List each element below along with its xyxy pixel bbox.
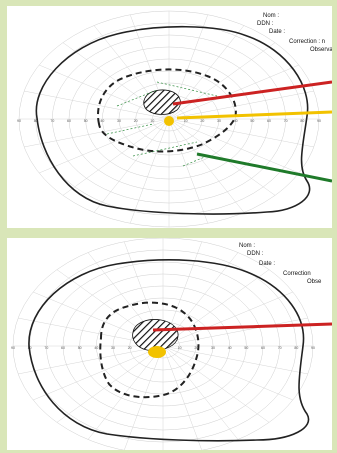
label-name-wrap: Nom : [239,242,255,250]
grid-spoke [168,118,276,196]
scale-labels: 90 80 70 60 50 40 30 20 10 10 20 30 40 50 60 70 80 90 [17,119,321,123]
hatched-scotoma [132,319,179,351]
scale-label: 90 [317,119,321,123]
scale-label: 30 [111,346,115,350]
label-observation: Observa [310,47,332,53]
grid-spoke [24,90,170,120]
grid-spoke [62,118,170,196]
label-correction: Correction : n [289,39,326,45]
grid-spoke [168,118,314,148]
scale-label: 50 [244,346,248,350]
label-date-wrap: Date : [269,28,285,36]
scale-label: 30 [211,346,215,350]
grid-spoke [162,345,202,450]
grid-spoke [93,118,170,213]
pointer-yellow [176,110,332,120]
grid-spoke [162,345,293,401]
polar-grid [12,238,314,450]
label-date: Date : [259,261,276,267]
blind-spot-marker [148,346,166,358]
pointer-red [152,322,332,332]
grid-spoke [168,64,299,120]
scale-label: 60 [67,119,71,123]
label-correction: Correction [283,271,311,277]
scale-label: 20 [134,119,138,123]
label-dob: DDN : [257,21,274,27]
label-date-wrap: Date : [259,260,275,268]
grid-spoke [129,118,170,224]
scale-label: 20 [200,119,204,123]
perimetry-diagram-top: 90 80 70 60 50 40 30 20 10 10 20 30 40 50 60 70 80 90 [17,10,332,228]
scale-label: 50 [78,346,82,350]
label-dob-wrap: DDN : [257,20,273,28]
grid-spoke [162,317,308,347]
scale-label: 50 [84,119,88,123]
grid-spoke [162,345,270,423]
blind-spot-marker [164,116,174,126]
visual-field-chart-top: 90 80 70 60 50 40 30 20 10 10 20 30 40 50 60 70 80 90 Nom… [7,6,332,228]
inner-isopter [99,301,200,399]
scale-label: 50 [250,119,254,123]
outer-isopter [28,259,310,442]
green-isopter [106,81,218,167]
pointer-green [196,152,332,183]
pointer-red [172,80,332,106]
hatched-scotoma [143,89,181,115]
grid-spoke [24,118,170,148]
grid-spoke [33,345,164,401]
outer-isopter [35,25,311,215]
scale-label: 10 [184,119,188,123]
label-dob-wrap: DDN : [247,250,263,258]
scale-label: 90 [11,346,15,350]
scale-label: 20 [194,346,198,350]
grid-spoke [18,345,164,375]
scale-label: 70 [44,346,48,350]
grid-spoke [162,345,308,375]
grid-spoke [162,269,270,347]
label-name: Nom : [239,243,256,249]
scale-label: 40 [94,346,98,350]
grid-spoke [87,345,164,440]
scale-label: 30 [217,119,221,123]
scale-label: 40 [234,119,238,123]
scale-label: 70 [284,119,288,123]
label-observation-wrap: Observa [310,46,332,54]
grid-spoke [39,118,170,174]
label-dob: DDN : [247,251,264,257]
polar-grid [18,10,320,228]
scale-label: 30 [117,119,121,123]
label-observation: Obse [307,279,322,285]
grid-spoke [162,345,239,440]
grid-spoke [168,42,276,120]
label-correction-wrap: Correction : n [289,38,325,46]
scale-label: 60 [61,346,65,350]
patient-form-top: Nom : [263,12,279,20]
label-date: Date : [269,29,286,35]
grid-spoke [168,118,299,174]
label-observation-wrap: Obse [307,278,321,286]
scale-label: 40 [100,119,104,123]
scale-label: 60 [267,119,271,123]
label-name: Nom : [263,13,280,19]
grid-spoke [162,291,293,347]
grid-spoke [168,118,209,224]
scale-label: 90 [311,346,315,350]
scale-label: 90 [17,119,21,123]
scale-label: 20 [128,346,132,350]
scale-label: 80 [34,119,38,123]
label-correction-wrap: Correction [283,270,311,278]
scale-label: 10 [150,119,154,123]
scale-label: 70 [50,119,54,123]
scale-label: 10 [178,346,182,350]
scale-label: 70 [278,346,282,350]
scale-label: 60 [261,346,265,350]
grid-spoke [168,90,314,120]
scale-label: 80 [300,119,304,123]
scale-label: 80 [294,346,298,350]
scale-label: 40 [228,346,232,350]
grid-spoke [168,118,245,213]
